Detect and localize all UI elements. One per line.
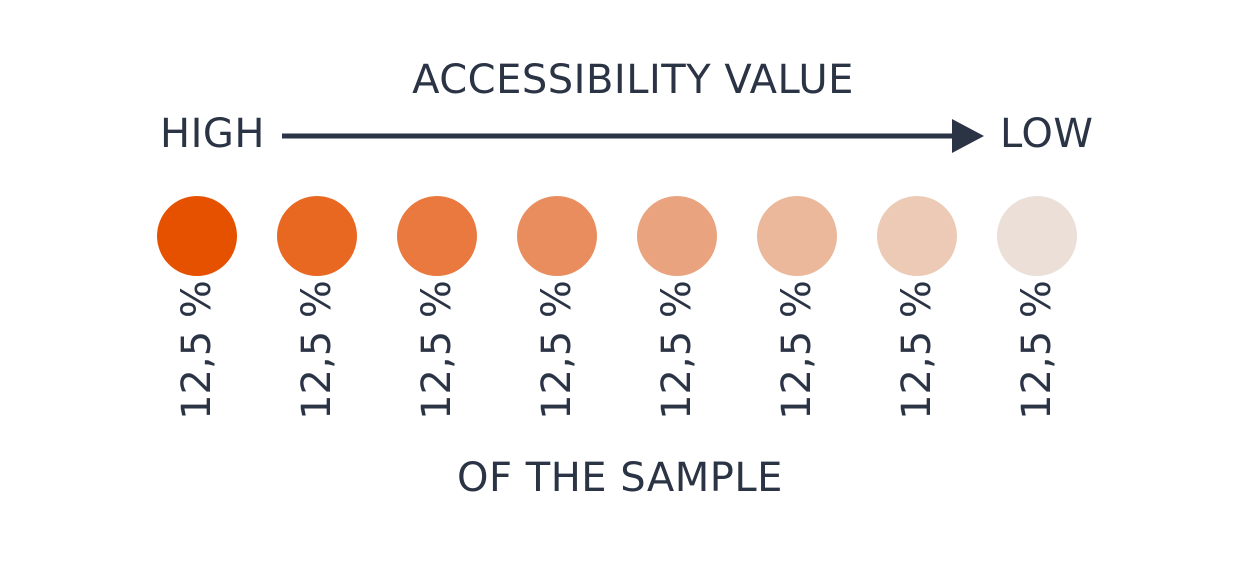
share-label-2-text: 12,5 % [294,280,340,420]
share-label-6-text: 12,5 % [774,280,820,420]
class-dot-1 [157,196,237,276]
class-dot-7 [877,196,957,276]
high-label: HIGH [160,111,265,157]
share-label-1-text: 12,5 % [174,280,220,420]
diagram-title: ACCESSIBILITY VALUE [412,57,854,103]
footer-caption: OF THE SAMPLE [457,455,783,501]
class-dot-4 [517,196,597,276]
arrow-head [952,119,984,153]
scale-arrow [282,119,984,153]
class-dot-5 [637,196,717,276]
share-label-3-text: 12,5 % [414,280,460,420]
share-label-8-text: 12,5 % [1014,280,1060,420]
class-dot-6 [757,196,837,276]
share-label-4-text: 12,5 % [534,280,580,420]
class-dot-3 [397,196,477,276]
low-label: LOW [1000,111,1094,157]
share-label-7-text: 12,5 % [894,280,940,420]
class-dot-8 [997,196,1077,276]
class-dot-2 [277,196,357,276]
share-label-5-text: 12,5 % [654,280,700,420]
